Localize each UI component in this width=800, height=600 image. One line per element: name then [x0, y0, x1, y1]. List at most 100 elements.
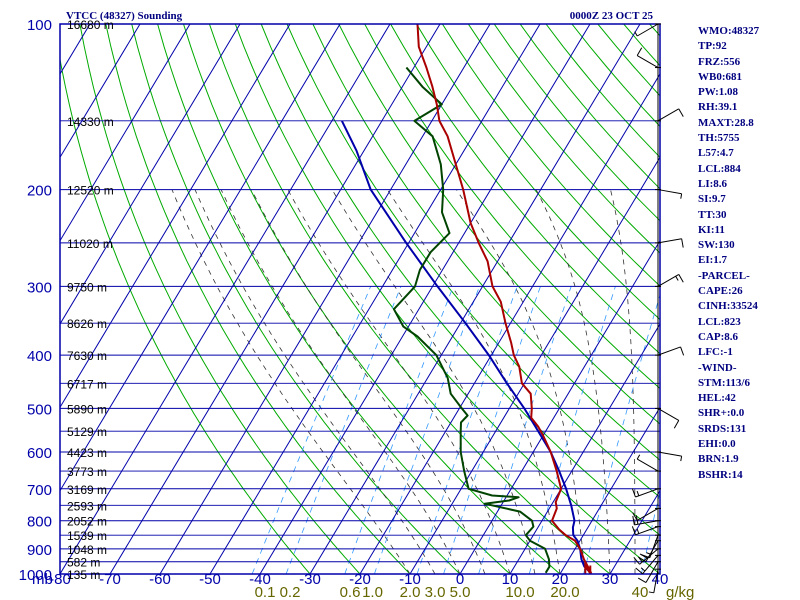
height-label: 8626 m — [67, 317, 107, 331]
height-label: 4423 m — [67, 446, 107, 460]
height-label: 2052 m — [67, 515, 107, 529]
index-value: TH:5755 — [698, 132, 740, 145]
wind-barb — [635, 554, 661, 575]
temperature-tick-label: -70 — [99, 571, 121, 588]
index-value: STM:113/6 — [698, 376, 750, 389]
wind-barb — [655, 346, 685, 356]
mixing-ratio-line — [478, 286, 572, 574]
index-value: LFC:-1 — [698, 346, 733, 359]
height-label: 1539 m — [67, 529, 107, 543]
height-label: 16680 m — [67, 18, 114, 32]
mixing-ratio-label: 0.6 — [340, 584, 361, 600]
index-value: HEL:42 — [698, 392, 736, 405]
moist-adiabat-line — [331, 189, 536, 574]
wind-barb — [655, 238, 684, 248]
isotherm-line — [159, 24, 491, 574]
height-label: 135 m — [67, 568, 100, 582]
index-value: FRZ:556 — [698, 55, 741, 68]
height-label: 6717 m — [67, 377, 107, 391]
height-label: 12520 m — [67, 184, 114, 198]
dry-adiabat-line — [286, 24, 660, 498]
isotherm-line — [60, 24, 341, 492]
wind-barb — [655, 407, 680, 429]
isotherm-line — [60, 24, 291, 409]
dewpoint-profile-line — [392, 66, 551, 574]
index-value: MAXT:28.8 — [698, 116, 754, 129]
pressure-tick-label: 800 — [27, 514, 52, 531]
index-value: CAP:8.6 — [698, 330, 739, 343]
mixing-ratio-label: 1.0 — [362, 584, 383, 600]
mixing-ratio-label: 5.0 — [450, 584, 471, 600]
pressure-tick-label: 600 — [27, 445, 52, 462]
temperature-tick-label: -40 — [249, 571, 271, 588]
temperature-tick-label: -20 — [349, 571, 371, 588]
temperature-tick-label: -60 — [149, 571, 171, 588]
pressure-tick-label: 100 — [27, 17, 52, 34]
height-label: 5890 m — [67, 402, 107, 416]
index-value: WMO:48327 — [698, 25, 760, 37]
mixing-ratio-line — [374, 286, 480, 574]
index-value: BSHR:14 — [698, 468, 743, 481]
moist-adiabat-line — [220, 189, 461, 574]
moist-adiabat-line — [287, 189, 511, 574]
mixing-ratio-line — [285, 286, 402, 574]
temperature-tick-label: -50 — [199, 571, 221, 588]
wind-barb — [631, 526, 661, 536]
index-value: CAPE:26 — [698, 285, 743, 298]
isotherm-line — [60, 24, 241, 325]
mixing-ratio-line — [416, 286, 518, 574]
wind-barb — [641, 534, 661, 559]
index-value: -WIND- — [698, 361, 737, 374]
mixing-ratio-label: 40 — [632, 584, 649, 600]
wind-barb — [632, 507, 661, 521]
height-label: 2593 m — [67, 499, 107, 513]
index-value: RH:39.1 — [698, 101, 738, 114]
isotherm-line — [309, 24, 641, 574]
index-value: CINH:33524 — [698, 300, 758, 313]
isotherm-line — [359, 73, 660, 574]
index-value: L57:4.7 — [698, 147, 734, 160]
wind-barb — [637, 561, 661, 583]
index-value: LI:8.6 — [698, 177, 728, 190]
isotherm-line — [409, 156, 660, 574]
height-label: 11020 m — [67, 237, 113, 251]
index-value: -PARCEL- — [698, 269, 750, 282]
index-value: LCL:823 — [698, 315, 741, 328]
mixing-ratio-line — [443, 286, 541, 574]
index-value: KI:11 — [698, 223, 725, 236]
wind-barb — [648, 568, 661, 594]
pressure-tick-label: 700 — [27, 482, 52, 499]
height-label: 7630 m — [67, 349, 107, 363]
height-label: 582 m — [67, 556, 100, 570]
isotherm-line — [60, 24, 191, 242]
wind-barb — [631, 488, 661, 498]
height-label: 1048 m — [67, 543, 107, 557]
chart-datetime: 0000Z 23 OCT 25 — [570, 10, 654, 22]
mixing-ratio-unit: g/kg — [666, 584, 694, 600]
wind-barb — [636, 47, 661, 69]
dry-adiabat-line — [131, 24, 461, 574]
height-label: 3169 m — [67, 483, 107, 497]
plot-frame — [59, 23, 661, 575]
moist-adiabat-line — [387, 189, 561, 574]
mixing-ratio-label: 0.1 — [255, 584, 276, 600]
dry-adiabat-line — [105, 24, 411, 574]
wind-barb — [655, 451, 683, 462]
mixing-ratio-line — [251, 286, 372, 574]
wind-barb — [655, 189, 683, 199]
wind-barb — [655, 108, 684, 122]
index-value: WB0:681 — [698, 70, 742, 83]
height-label: 5129 m — [67, 425, 107, 439]
moist-adiabat-line — [194, 189, 436, 574]
height-label: 14330 m — [67, 115, 114, 129]
temperature-tick-label: 10 — [502, 571, 519, 588]
mixing-ratio-label: 20.0 — [550, 584, 579, 600]
moist-adiabat-line — [610, 189, 636, 574]
pressure-axis-unit: mb — [32, 571, 53, 588]
mixing-ratio-label: 2.0 — [400, 584, 421, 600]
isotherm-line — [459, 239, 660, 574]
wind-barb — [634, 23, 661, 37]
mixing-ratio-label: 10.0 — [505, 584, 534, 600]
pressure-tick-label: 200 — [27, 183, 52, 200]
